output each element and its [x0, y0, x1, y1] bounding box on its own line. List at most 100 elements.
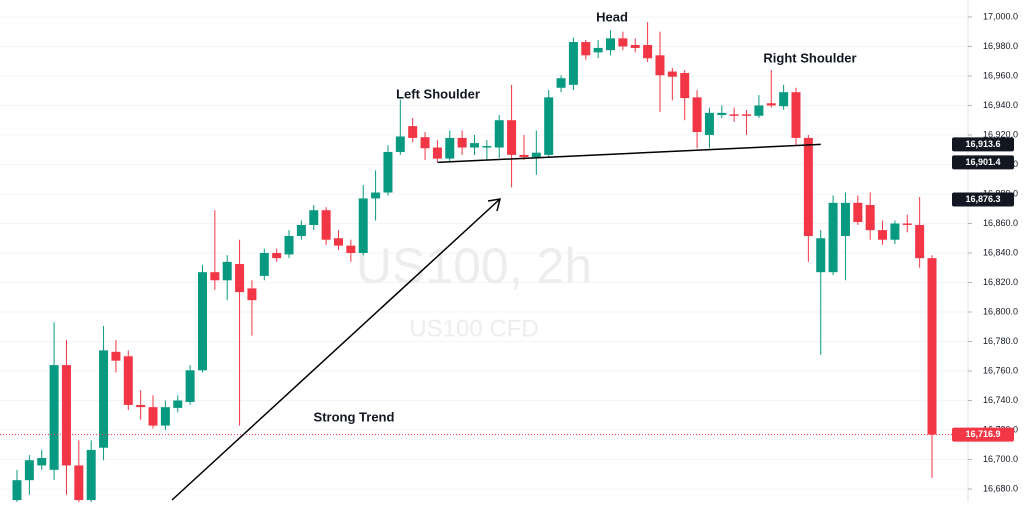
y-tick-label: 16,920.0: [983, 129, 1018, 139]
price-tag-label: 16,901.4: [965, 157, 1000, 167]
candle-body: [803, 137, 813, 237]
annotation: Strong Trend: [314, 409, 395, 424]
y-tick-label: 16,760.0: [983, 365, 1018, 375]
candle-body: [482, 146, 492, 148]
candle-body: [148, 407, 158, 426]
candle-body: [197, 272, 207, 371]
neckline: [437, 143, 821, 164]
y-tick-label: 16,840.0: [983, 247, 1018, 257]
watermark: US100, 2h: [356, 238, 592, 294]
candle-body: [556, 78, 566, 88]
candle-body: [247, 288, 257, 301]
candle-body: [667, 71, 677, 77]
candle-body: [12, 480, 22, 501]
candle-body: [717, 112, 727, 116]
candle-body: [680, 73, 690, 99]
candle-body: [123, 356, 133, 405]
candle-body: [890, 223, 900, 240]
candle-body: [185, 370, 195, 402]
candle-body: [371, 192, 381, 199]
annotation: Left Shoulder: [396, 86, 480, 101]
price-tag: [952, 137, 1014, 152]
candle-body: [544, 97, 554, 155]
price-tag-label: 16,913.6: [965, 139, 1000, 149]
candle-body: [74, 465, 84, 501]
candle-body: [766, 103, 776, 106]
candle-body: [37, 458, 47, 466]
candle-body: [420, 137, 430, 149]
y-tick-label: 16,860.0: [983, 218, 1018, 228]
y-tick-label: 16,820.0: [983, 277, 1018, 287]
y-tick-label: 16,960.0: [983, 70, 1018, 80]
candle-body: [494, 120, 504, 148]
candle-body: [309, 210, 319, 225]
candle-body: [779, 92, 789, 107]
candle-body: [606, 38, 616, 51]
trend-arrow-head: [487, 198, 502, 212]
candle-body: [457, 137, 467, 148]
candle-body: [791, 92, 801, 138]
candle-body: [61, 365, 71, 466]
candle-body: [383, 151, 393, 193]
annotation: Right Shoulder: [763, 50, 856, 65]
candle-body: [296, 224, 306, 237]
candle-body: [86, 449, 96, 501]
candle-body: [742, 114, 752, 116]
y-tick-label: 16,680.0: [983, 483, 1018, 493]
candle-body: [395, 136, 405, 152]
candle-body: [927, 258, 937, 435]
candle-body: [99, 350, 109, 448]
candle-body: [692, 97, 702, 133]
candle-body: [840, 202, 850, 237]
candle-body: [210, 272, 220, 281]
candle-body: [136, 404, 146, 408]
y-tick-label: 16,780.0: [983, 336, 1018, 346]
price-tag-label: 16,876.3: [965, 194, 1000, 204]
candle-body: [816, 238, 826, 273]
price-tag-label: 16,716.9: [965, 429, 1000, 439]
candle-body: [222, 261, 232, 281]
candle-body: [49, 365, 59, 470]
candle-body: [581, 42, 591, 56]
y-tick-label: 16,740.0: [983, 395, 1018, 405]
candle-body: [24, 460, 34, 481]
candle-body: [432, 147, 442, 159]
y-tick-label: 16,980.0: [983, 41, 1018, 51]
y-tick-label: 16,940.0: [983, 100, 1018, 110]
candle-body: [445, 137, 455, 159]
candle-body: [173, 400, 183, 408]
candle-body: [111, 351, 121, 361]
candle-body: [333, 238, 343, 246]
price-tag: [952, 155, 1014, 170]
candle-body: [531, 152, 541, 158]
candle-body: [828, 202, 838, 273]
candle-body: [519, 154, 529, 158]
candle-body: [470, 143, 480, 148]
candle-body: [754, 105, 764, 116]
candle-body: [160, 407, 170, 426]
candle-body: [865, 205, 875, 231]
candle-body: [235, 264, 245, 293]
price-tag: [952, 192, 1014, 207]
annotation: Head: [596, 9, 628, 24]
candle-body: [630, 44, 640, 48]
candle-body: [878, 230, 888, 240]
candle-body: [704, 112, 714, 135]
candle-body: [284, 236, 294, 255]
candle-body: [593, 47, 603, 53]
candle-body: [568, 42, 578, 85]
candle-body: [902, 223, 912, 225]
trend-arrow: [171, 198, 501, 501]
y-tick-label: 16,800.0: [983, 306, 1018, 316]
candle-body: [655, 55, 665, 76]
y-tick-label: 17,000.0: [983, 11, 1018, 21]
candle-body: [272, 252, 282, 259]
candle-body: [358, 198, 368, 253]
candle-body: [259, 252, 269, 276]
y-tick-label: 16,700.0: [983, 454, 1018, 464]
candle-body: [618, 38, 628, 47]
candle-body: [643, 44, 653, 59]
candle-body: [321, 210, 331, 240]
